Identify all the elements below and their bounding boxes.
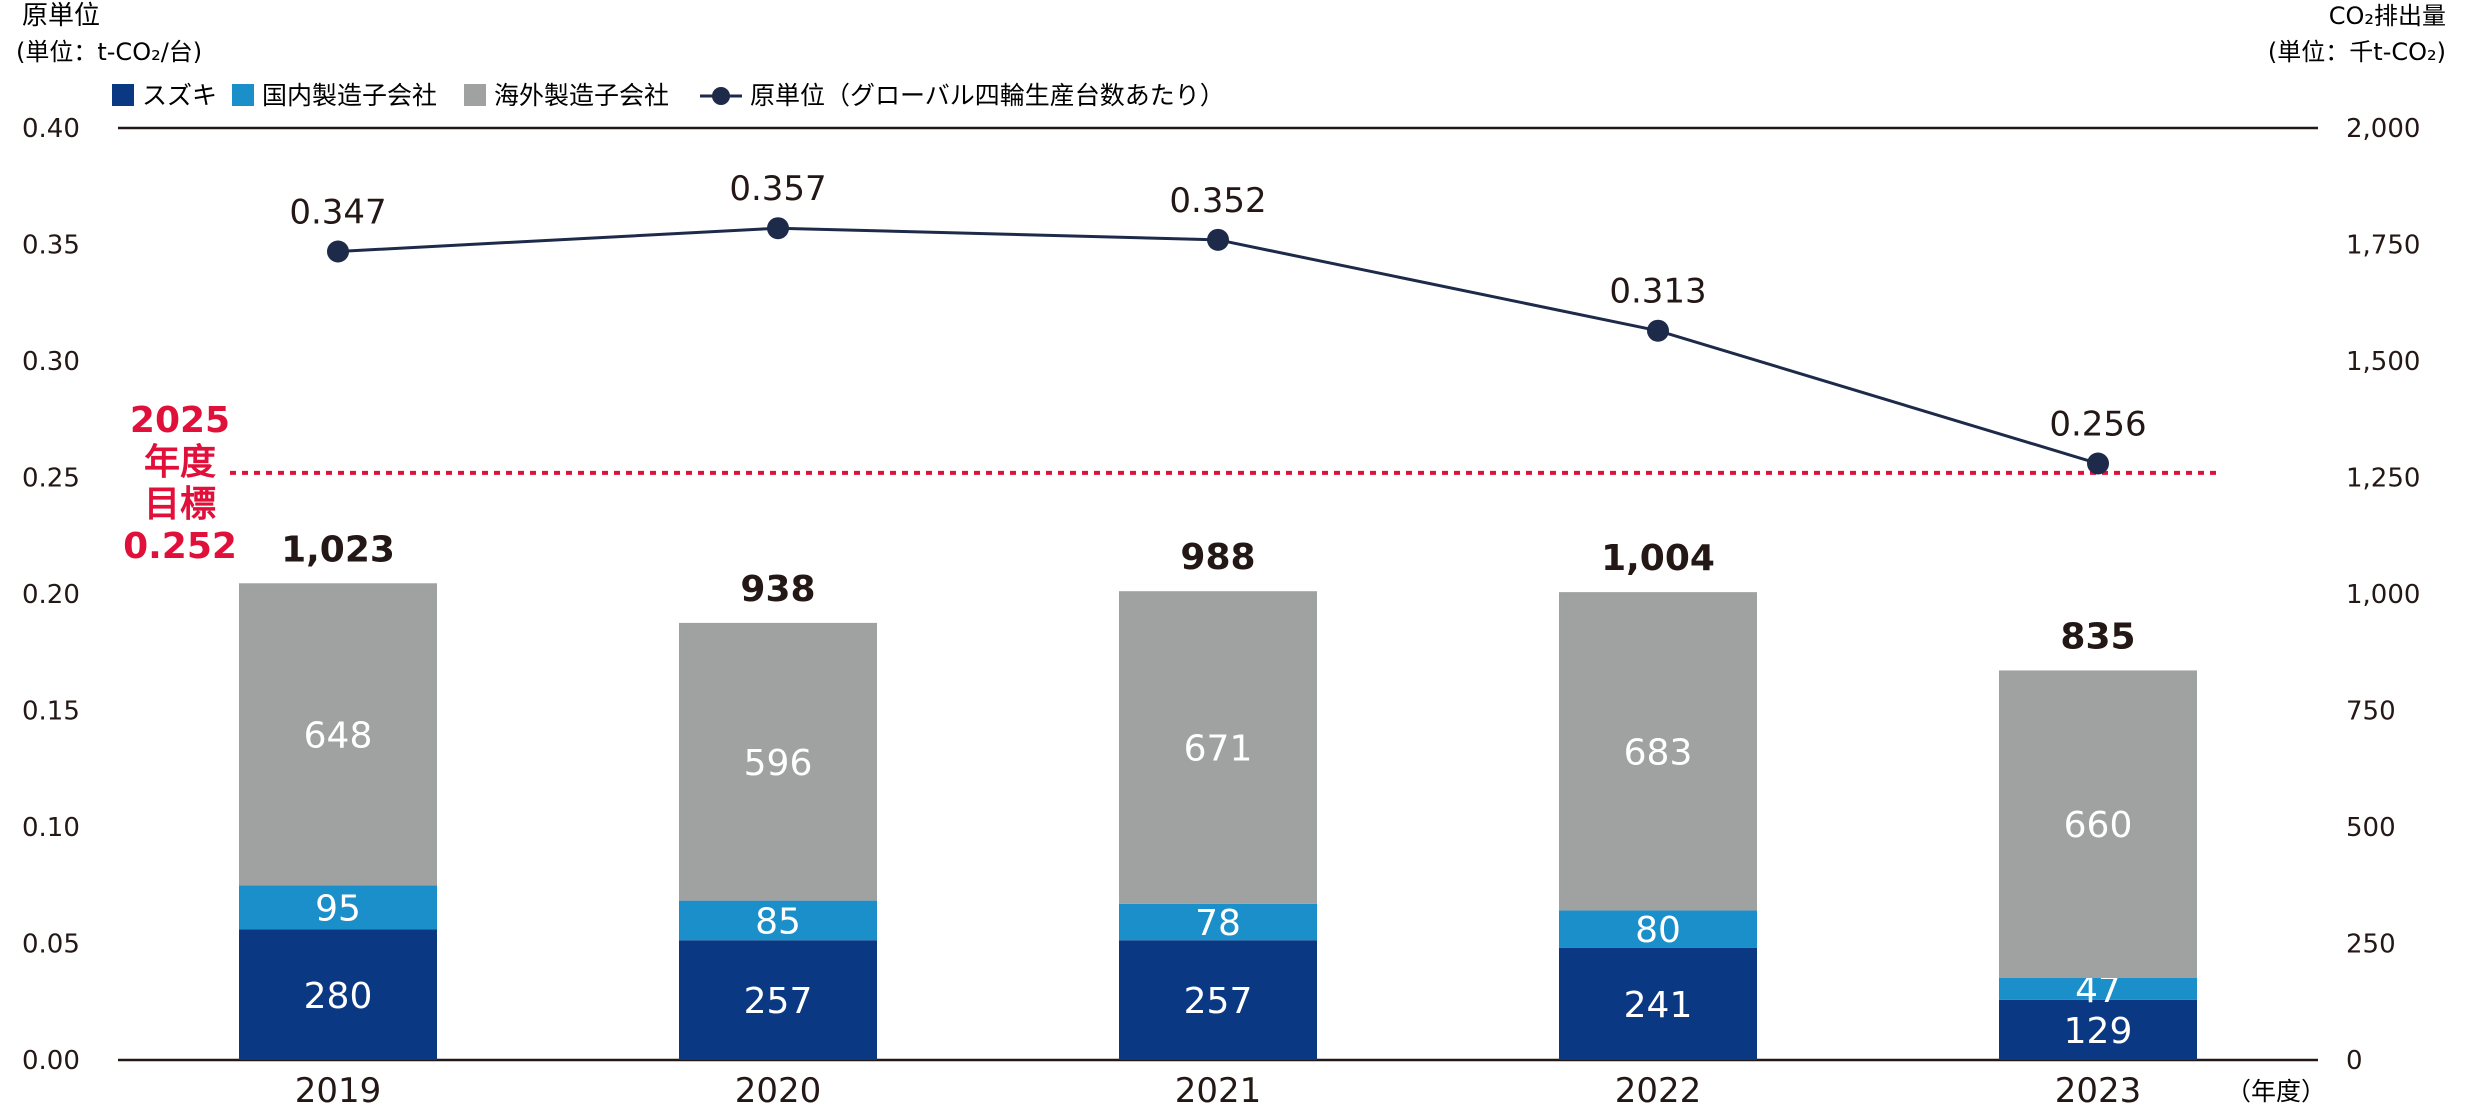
bar-total-label: 988 <box>1180 537 1255 578</box>
bar-segment-suzuki <box>1119 940 1317 1060</box>
right-tick-label: 750 <box>2346 697 2396 727</box>
left-tick-label: 0.10 <box>22 813 80 843</box>
intensity-point <box>327 240 349 263</box>
left-tick-label: 0.00 <box>22 1046 80 1076</box>
intensity-value-label: 0.313 <box>1609 272 1706 312</box>
left-tick-label: 0.05 <box>22 930 80 960</box>
bar-total-label: 835 <box>2060 616 2135 657</box>
bar-segment-domestic <box>239 885 437 930</box>
bar-segment-overseas <box>239 583 437 886</box>
bar-segment-domestic <box>1119 903 1317 941</box>
bar-segment-suzuki <box>239 929 437 1060</box>
bar-total-label: 938 <box>740 569 815 610</box>
intensity-value-label: 0.352 <box>1169 181 1266 221</box>
bar-total-label: 1,023 <box>281 529 395 570</box>
intensity-value-label: 0.256 <box>2049 405 2146 445</box>
right-axis-unit: (単位：千t-CO₂) <box>2268 38 2446 66</box>
bar-value-label: 671 <box>1184 729 1253 770</box>
bar-value-label: 80 <box>1635 910 1681 951</box>
target-label-line: 0.252 <box>123 526 237 567</box>
left-axis-unit: (単位：t-CO₂/台) <box>16 38 202 66</box>
legend-swatch-suzuki <box>112 84 134 106</box>
legend-swatch-overseas <box>464 84 486 106</box>
left-tick-label: 0.35 <box>22 231 80 261</box>
bar-segment-overseas <box>1999 670 2197 978</box>
bar-segment-suzuki <box>679 940 877 1060</box>
right-tick-label: 1,750 <box>2346 231 2420 261</box>
bar-value-label: 95 <box>315 888 361 929</box>
x-tick-label: 2020 <box>735 1071 822 1108</box>
legend-label-domestic: 国内製造子会社 <box>262 81 437 110</box>
intensity-value-label: 0.357 <box>729 169 826 209</box>
bar-segment-suzuki <box>1999 999 2197 1060</box>
bar-segment-domestic <box>679 900 877 941</box>
bar-segment-overseas <box>1559 592 1757 911</box>
intensity-point <box>767 217 789 240</box>
left-tick-label: 0.40 <box>22 114 80 144</box>
bar-segment-suzuki <box>1559 947 1757 1060</box>
target-label-line: 2025 <box>130 400 230 441</box>
legend-label-intensity: 原単位（グローバル四輪生産台数あたり） <box>750 81 1225 110</box>
bar-value-label: 280 <box>304 976 373 1017</box>
left-tick-label: 0.20 <box>22 580 80 610</box>
right-tick-label: 2,000 <box>2346 114 2420 144</box>
legend-marker-sample <box>712 87 730 105</box>
left-tick-label: 0.15 <box>22 697 80 727</box>
bar-segment-overseas <box>1119 591 1317 904</box>
x-tick-label: 2022 <box>1615 1071 1702 1108</box>
target-label-line: 年度 <box>144 442 216 483</box>
bar-value-label: 78 <box>1195 903 1241 944</box>
bar-value-label: 257 <box>744 981 813 1022</box>
bar-segment-domestic <box>1999 977 2197 1000</box>
bar-segment-domestic <box>1559 910 1757 948</box>
axes: 0.00 0 0.05 250 0.10 500 0.15 750 0.20 1,000 0.25 1… <box>22 114 2420 1076</box>
intensity-point <box>2087 452 2109 475</box>
right-tick-label: 1,000 <box>2346 580 2420 610</box>
left-axis-title: 原単位 <box>22 1 100 31</box>
right-tick-label: 1,500 <box>2346 347 2420 377</box>
bar-value-label: 596 <box>744 743 813 784</box>
intensity-point <box>1647 319 1669 342</box>
bar-segment-overseas <box>679 622 877 901</box>
x-tick-label: 2019 <box>295 1071 382 1108</box>
bars: 280 95 648 1,023 2019 257 85 596 938 2020 257 78 671… <box>239 529 2197 1108</box>
right-axis-title: CO₂排出量 <box>2329 2 2446 30</box>
x-axis-unit: （年度） <box>2226 1077 2326 1106</box>
left-tick-label: 0.30 <box>22 347 80 377</box>
bar-total-label: 1,004 <box>1601 538 1715 579</box>
legend-label-suzuki: スズキ <box>142 81 217 110</box>
x-tick-label: 2021 <box>1175 1071 1262 1108</box>
right-tick-label: 0 <box>2346 1046 2363 1076</box>
legend-swatch-domestic <box>232 84 254 106</box>
right-tick-label: 1,250 <box>2346 464 2420 494</box>
target-label-line: 目標 <box>144 484 216 525</box>
bar-value-label: 648 <box>304 715 373 756</box>
bar-value-label: 660 <box>2064 805 2133 846</box>
left-tick-label: 0.25 <box>22 464 80 494</box>
x-tick-label: 2023 <box>2055 1071 2142 1108</box>
intensity-value-label: 0.347 <box>289 192 386 232</box>
legend-label-overseas: 海外製造子会社 <box>494 81 669 110</box>
bar-value-label: 683 <box>1624 732 1693 773</box>
right-tick-label: 250 <box>2346 930 2396 960</box>
legend: スズキ 国内製造子会社 海外製造子会社 原単位（グローバル四輪生産台数あたり） <box>112 81 1225 110</box>
bar-value-label: 241 <box>1624 985 1693 1026</box>
bar-value-label: 257 <box>1184 981 1253 1022</box>
bar-value-label: 85 <box>755 901 801 942</box>
intensity-point <box>1207 228 1229 251</box>
intensity-line-path <box>337 226 2099 465</box>
intensity-line: 0.347 0.357 0.352 0.313 0.256 <box>289 169 2147 475</box>
right-tick-label: 500 <box>2346 813 2396 843</box>
bar-value-label: 129 <box>2064 1011 2133 1052</box>
